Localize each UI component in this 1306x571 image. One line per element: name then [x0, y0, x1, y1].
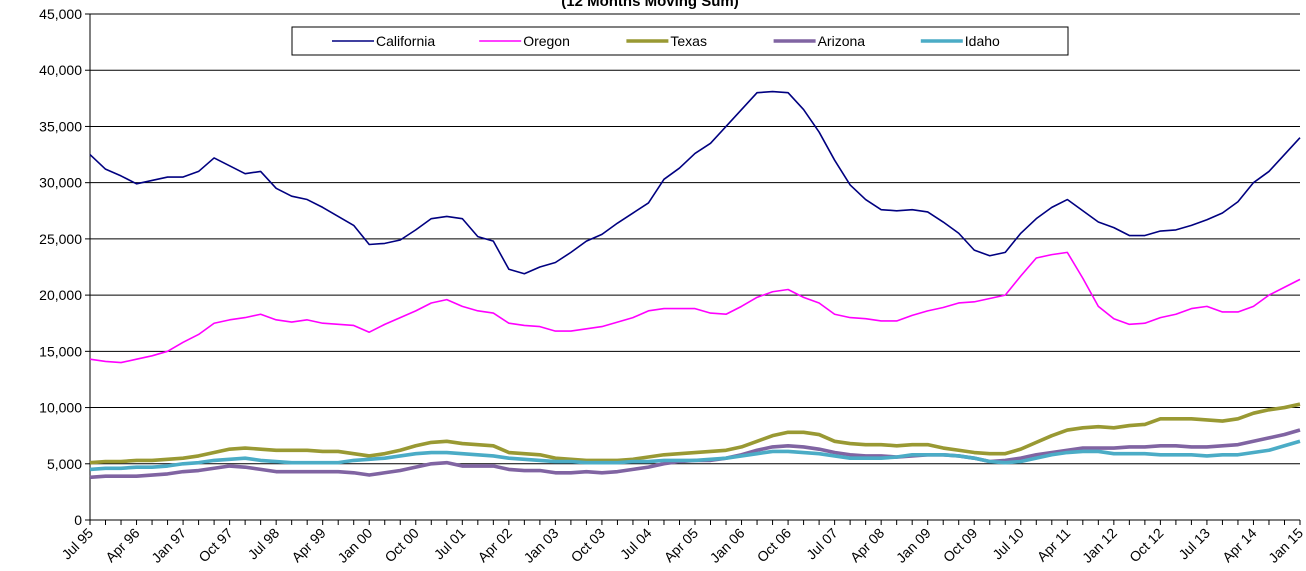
x-tick-label: Apr 05 [661, 525, 702, 566]
x-tick-label: Oct 97 [195, 525, 236, 566]
x-tick-label: Apr 96 [102, 525, 143, 566]
legend-label: California [376, 33, 435, 49]
series-line [89, 251, 1301, 364]
x-tick-label: Jan 97 [148, 525, 189, 566]
x-tick-label: Apr 11 [1034, 525, 1074, 565]
x-tick-label: Oct 03 [568, 525, 609, 566]
x-tick-label: Jul 10 [989, 525, 1027, 563]
x-tick-label: Apr 14 [1219, 525, 1260, 566]
y-tick-label: 20,000 [39, 287, 82, 303]
x-tick-label: Jan 12 [1079, 525, 1120, 566]
legend-label: Arizona [818, 33, 866, 49]
x-tick-label: Jul 07 [803, 525, 841, 563]
x-tick-label: Jan 15 [1265, 525, 1306, 566]
x-tick-label: Apr 02 [474, 525, 515, 566]
legend-label: Idaho [965, 33, 1000, 49]
legend-label: Oregon [523, 33, 570, 49]
series-line [89, 90, 1301, 275]
legend: California Oregon Texas Arizona Idaho [291, 26, 1069, 56]
x-tick-label: Jan 06 [707, 525, 748, 566]
x-tick-label: Oct 06 [754, 525, 795, 566]
chart-title: (12 Months Moving Sum) [561, 0, 739, 10]
x-tick-label: Jan 03 [520, 525, 561, 566]
x-tick-label: Jul 95 [58, 525, 96, 563]
y-tick-label: 25,000 [39, 231, 82, 247]
legend-label: Texas [670, 33, 707, 49]
series-line [89, 402, 1301, 465]
x-tick-label: Jul 01 [431, 525, 469, 563]
y-tick-label: 35,000 [39, 118, 82, 134]
y-tick-label: 30,000 [39, 175, 82, 191]
y-tick-label: 15,000 [39, 343, 82, 359]
y-tick-label: 5,000 [47, 456, 82, 472]
x-tick-label: Apr 08 [847, 525, 888, 566]
x-tick-label: Jul 04 [617, 525, 655, 563]
y-tick-label: 45,000 [39, 6, 82, 22]
x-tick-label: Jan 00 [334, 525, 375, 566]
x-tick-label: Apr 99 [288, 525, 329, 566]
y-tick-label: 10,000 [39, 400, 82, 416]
x-tick-label: Oct 00 [381, 525, 422, 566]
x-tick-label: Oct 12 [1126, 525, 1167, 566]
x-tick-label: Jan 09 [893, 525, 934, 566]
x-tick-label: Jul 98 [245, 525, 283, 563]
x-tick-label: Jul 13 [1175, 525, 1213, 563]
series-line [89, 439, 1301, 472]
y-tick-label: 0 [74, 512, 82, 528]
y-tick-label: 40,000 [39, 62, 82, 78]
x-tick-label: Oct 09 [940, 525, 981, 566]
